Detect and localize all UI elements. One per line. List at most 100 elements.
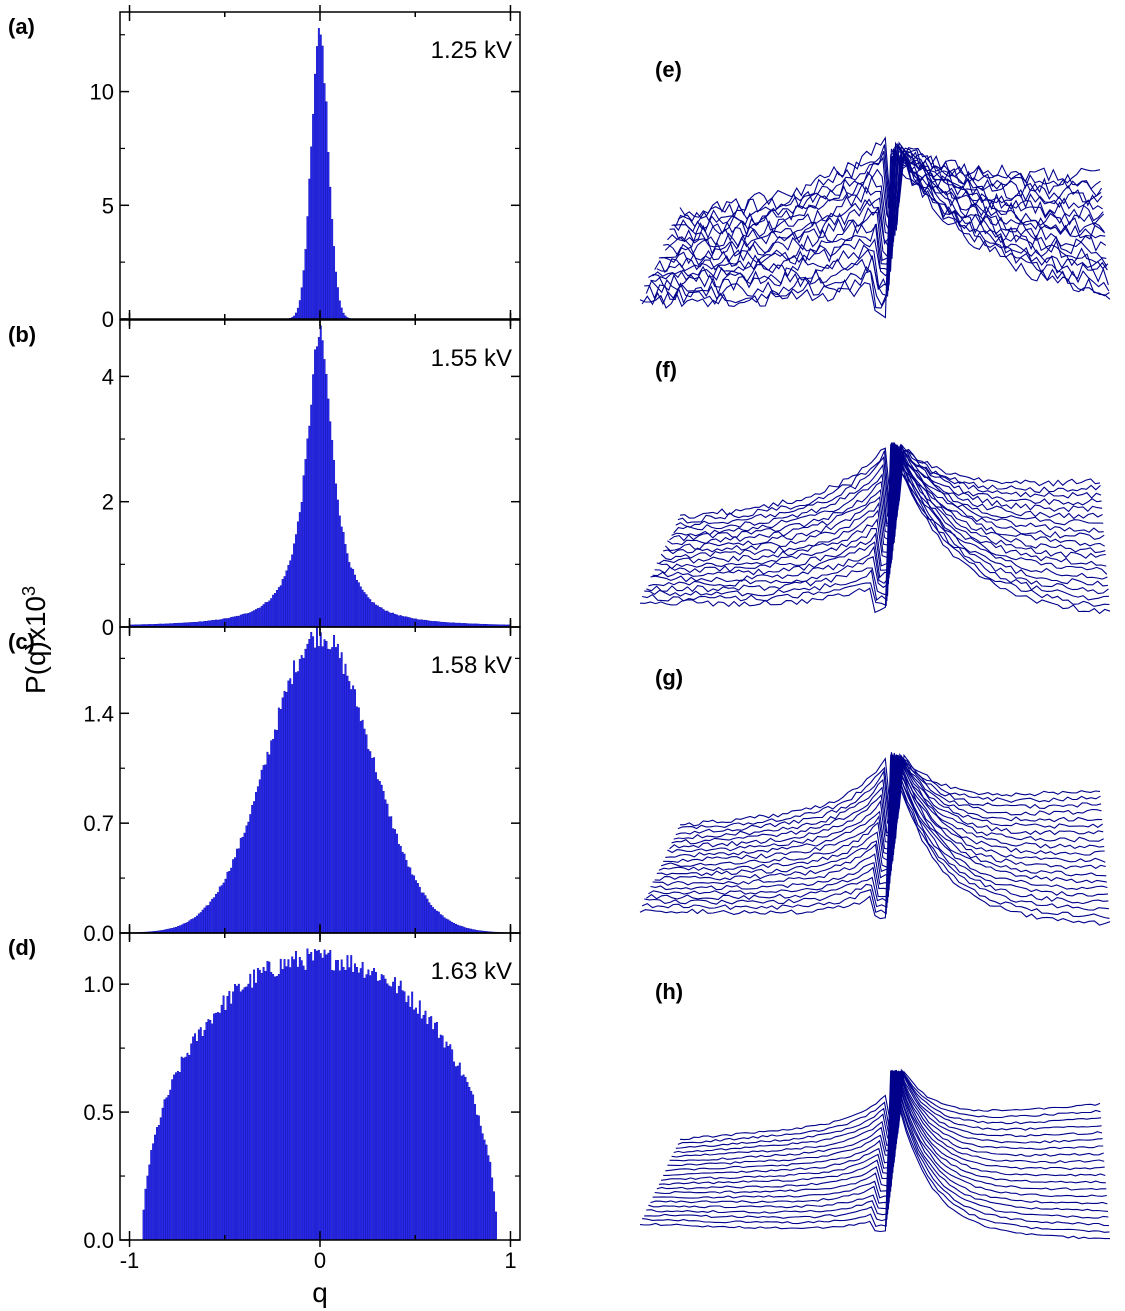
histogram-bar bbox=[335, 647, 337, 934]
histogram-bar bbox=[464, 1076, 467, 1241]
histogram-bar bbox=[249, 973, 252, 1241]
histogram-bar bbox=[306, 948, 309, 1241]
histogram-bar bbox=[416, 883, 419, 934]
histogram-bar bbox=[310, 631, 313, 934]
y-axis-title: P(q)x103 bbox=[19, 586, 51, 694]
histogram-bar bbox=[350, 689, 353, 934]
histogram-bar bbox=[363, 977, 366, 1241]
histogram-bar bbox=[274, 593, 276, 628]
histogram-bar bbox=[388, 612, 391, 628]
histogram-bar bbox=[422, 1015, 425, 1241]
waterfall-trace bbox=[666, 154, 1104, 248]
voltage-annotation: 1.55 kV bbox=[431, 345, 512, 372]
histogram-bar bbox=[215, 894, 217, 934]
histogram-bar bbox=[390, 986, 393, 1241]
histogram-bar bbox=[340, 652, 343, 934]
histogram-bar bbox=[216, 619, 219, 628]
histogram-bar bbox=[365, 974, 368, 1241]
histogram-bar bbox=[213, 620, 216, 628]
histogram-bar bbox=[182, 923, 185, 934]
histogram-bar bbox=[216, 892, 219, 934]
histogram-bar bbox=[338, 515, 341, 628]
histogram-bar bbox=[262, 967, 265, 1241]
histogram-bar bbox=[382, 975, 385, 1241]
histogram-bar bbox=[443, 1047, 446, 1241]
histogram-bar bbox=[344, 663, 347, 934]
histogram-bar bbox=[260, 606, 263, 628]
histogram-bar bbox=[335, 960, 337, 1241]
waterfall-trace bbox=[661, 1071, 1105, 1181]
histogram-bar bbox=[180, 924, 183, 934]
histogram-bar bbox=[264, 971, 267, 1241]
histogram-bar bbox=[207, 1019, 210, 1241]
histogram-bar bbox=[175, 926, 177, 934]
histogram-bar bbox=[354, 963, 356, 1241]
histogram-bar bbox=[435, 910, 438, 934]
histogram-bar bbox=[281, 969, 284, 1241]
histogram-bar bbox=[420, 1018, 423, 1241]
histogram-bar bbox=[333, 246, 336, 320]
waterfall-trace bbox=[658, 1071, 1106, 1186]
x-axis-title: q bbox=[312, 1277, 328, 1308]
histogram-bar bbox=[283, 959, 286, 1241]
waterfall-trace bbox=[663, 1070, 1105, 1176]
histogram-bar bbox=[378, 980, 381, 1241]
histogram-bar bbox=[289, 967, 292, 1241]
histogram-bars bbox=[279, 28, 360, 320]
histogram-bar bbox=[283, 576, 286, 628]
histogram-bar bbox=[394, 614, 396, 628]
histogram-bar bbox=[300, 655, 303, 934]
waterfall-trace bbox=[652, 443, 1108, 579]
histogram-bar bbox=[411, 991, 414, 1241]
histogram-bar bbox=[232, 991, 235, 1241]
waterfall-trace bbox=[673, 756, 1102, 840]
histogram-bar bbox=[205, 905, 208, 934]
histogram-bar bbox=[150, 1150, 153, 1241]
histogram-bar bbox=[475, 1114, 478, 1241]
histogram-bar bbox=[462, 926, 465, 934]
histogram-bar bbox=[245, 986, 248, 1241]
waterfall-trace bbox=[644, 756, 1109, 911]
waterfall-trace bbox=[671, 444, 1103, 537]
histogram-bar bbox=[481, 1133, 484, 1241]
histogram-bar bbox=[342, 674, 345, 934]
histogram-bar bbox=[314, 349, 316, 628]
histogram-bar bbox=[256, 786, 259, 934]
histogram-bar bbox=[352, 685, 355, 934]
histogram-bar bbox=[395, 614, 398, 628]
histogram-bar bbox=[325, 954, 328, 1241]
histogram-bar bbox=[199, 912, 202, 934]
x-tick-label: 1 bbox=[504, 1248, 516, 1273]
histogram-bar bbox=[295, 534, 297, 628]
histogram-bar bbox=[386, 983, 389, 1241]
y-tick-label: 0.5 bbox=[83, 1100, 114, 1125]
histogram-bar bbox=[350, 567, 353, 628]
histogram-bar bbox=[291, 684, 294, 934]
histogram-bar bbox=[192, 1036, 195, 1241]
histogram-bar bbox=[359, 968, 362, 1241]
histogram-bar bbox=[234, 616, 236, 628]
waterfall-trace bbox=[669, 147, 1103, 242]
histogram-bar bbox=[336, 499, 339, 628]
histogram-bar bbox=[262, 604, 265, 628]
histogram-bar bbox=[251, 987, 254, 1241]
histogram-bar bbox=[218, 886, 221, 934]
waterfall-trace bbox=[656, 754, 1106, 877]
histogram-bar bbox=[411, 618, 414, 628]
histogram-bar bbox=[312, 960, 315, 1241]
histogram-bar bbox=[289, 560, 292, 628]
histogram-bar bbox=[295, 312, 297, 320]
histogram-bar bbox=[317, 337, 320, 628]
histogram-bar bbox=[272, 973, 275, 1241]
waterfall-trace bbox=[641, 148, 1110, 309]
histogram-bar bbox=[354, 574, 356, 628]
histogram-bar bbox=[300, 960, 303, 1241]
histogram-bar bbox=[175, 1072, 177, 1241]
histogram-bar bbox=[154, 1134, 156, 1241]
histogram-bar bbox=[325, 640, 328, 934]
histogram-bar bbox=[359, 721, 362, 934]
histogram-bar bbox=[144, 1188, 147, 1241]
histogram-bar bbox=[287, 680, 290, 934]
histogram-bar bbox=[464, 927, 467, 934]
histogram-bar bbox=[319, 632, 322, 934]
